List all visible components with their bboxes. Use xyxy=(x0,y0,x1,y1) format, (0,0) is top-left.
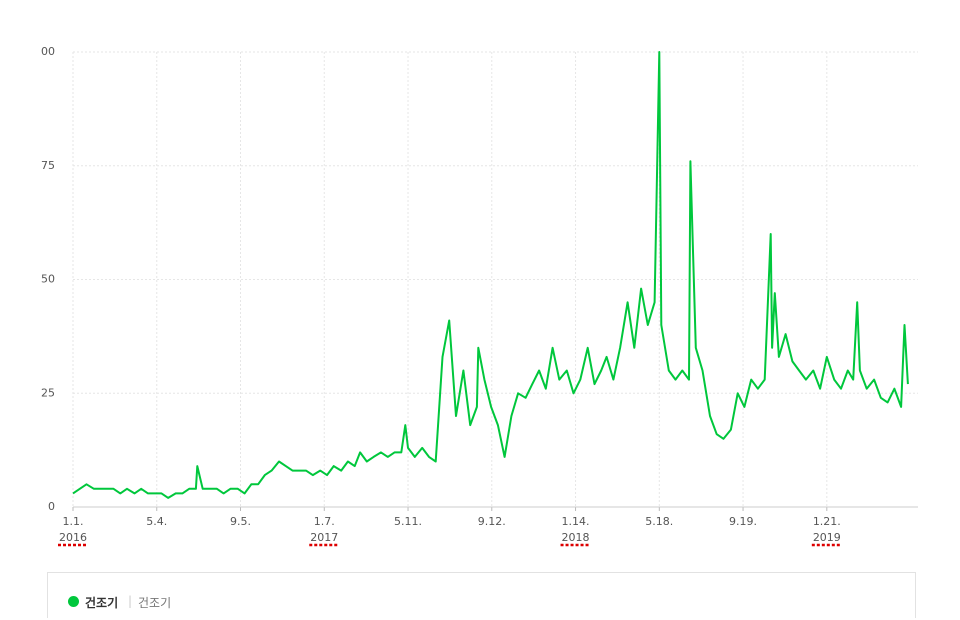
y-tick-label: 0 xyxy=(48,500,55,513)
x-tick-label: 5.18. xyxy=(645,515,673,528)
y-tick-label: 25 xyxy=(41,386,55,399)
x-tick-label: 5.4. xyxy=(146,515,167,528)
y-tick-label: 50 xyxy=(41,273,55,286)
keyword: 건조기 xyxy=(138,596,172,610)
year-label: 2019 xyxy=(813,531,841,544)
x-tick-label: 9.19. xyxy=(729,515,757,528)
y-tick-label: 75 xyxy=(41,159,55,172)
legend: 건조기 | 건조기 xyxy=(47,572,916,618)
separator: | xyxy=(128,594,133,608)
legend-label[interactable]: 건조기 xyxy=(85,596,119,610)
chart: 0 25 50 75 00 1.1. 5.4. 9.5. 1.7. 5.11. 9.12. 1.14.… xyxy=(41,45,918,547)
year-label: 2016 xyxy=(59,531,87,544)
legend-marker xyxy=(68,596,79,607)
x-tick-label: 1.1. xyxy=(63,515,84,528)
y-tick-label: 00 xyxy=(41,45,55,58)
x-tick-label: 1.21. xyxy=(813,515,841,528)
data-line xyxy=(72,51,909,499)
x-tick-label: 5.11. xyxy=(394,515,422,528)
x-tick-label: 9.12. xyxy=(478,515,506,528)
year-label: 2018 xyxy=(562,531,590,544)
year-label: 2017 xyxy=(310,531,338,544)
x-tick-label: 9.5. xyxy=(230,515,251,528)
x-tick-label: 1.7. xyxy=(314,515,335,528)
x-tick-label: 1.14. xyxy=(562,515,590,528)
